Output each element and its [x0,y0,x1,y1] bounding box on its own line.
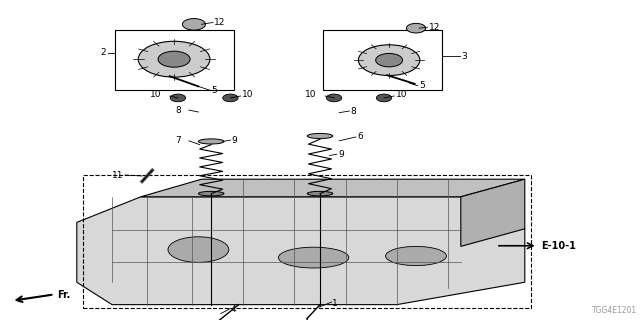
Text: 12: 12 [429,23,440,32]
Text: 1: 1 [332,299,337,308]
Text: 10: 10 [305,90,317,99]
Text: 4: 4 [230,305,236,314]
Circle shape [182,19,205,30]
Circle shape [406,23,426,33]
Text: 9: 9 [232,136,237,145]
Text: 12: 12 [214,18,226,27]
Ellipse shape [307,133,333,139]
Circle shape [138,41,210,77]
Ellipse shape [385,246,447,266]
Polygon shape [77,197,525,305]
Text: 10: 10 [150,90,162,99]
Ellipse shape [198,191,224,196]
Circle shape [326,94,342,102]
Text: 7: 7 [175,136,181,145]
Text: 10: 10 [396,90,407,99]
Text: 3: 3 [461,52,467,60]
Bar [83,175,531,308]
Text: 5: 5 [211,86,217,95]
Polygon shape [461,179,525,246]
Ellipse shape [198,139,224,144]
Text: 2: 2 [100,48,106,57]
Ellipse shape [307,191,333,196]
Text: TGG4E1201: TGG4E1201 [591,306,637,315]
Circle shape [158,51,190,67]
Text: Fr.: Fr. [58,290,71,300]
Text: 8: 8 [175,106,181,115]
Circle shape [376,94,392,102]
Text: 9: 9 [338,150,344,159]
Text: 6: 6 [357,132,363,141]
Text: E-10-1: E-10-1 [541,241,575,251]
Circle shape [358,45,420,76]
Ellipse shape [168,237,229,262]
Circle shape [223,94,238,102]
Text: 11: 11 [112,171,124,180]
Text: 10: 10 [242,90,253,99]
Text: 5: 5 [419,81,425,90]
Text: 8: 8 [351,107,356,116]
Polygon shape [141,179,525,197]
Circle shape [170,94,186,102]
Ellipse shape [278,247,349,268]
Bar [115,30,234,90]
Circle shape [376,53,403,67]
Bar [323,30,442,90]
